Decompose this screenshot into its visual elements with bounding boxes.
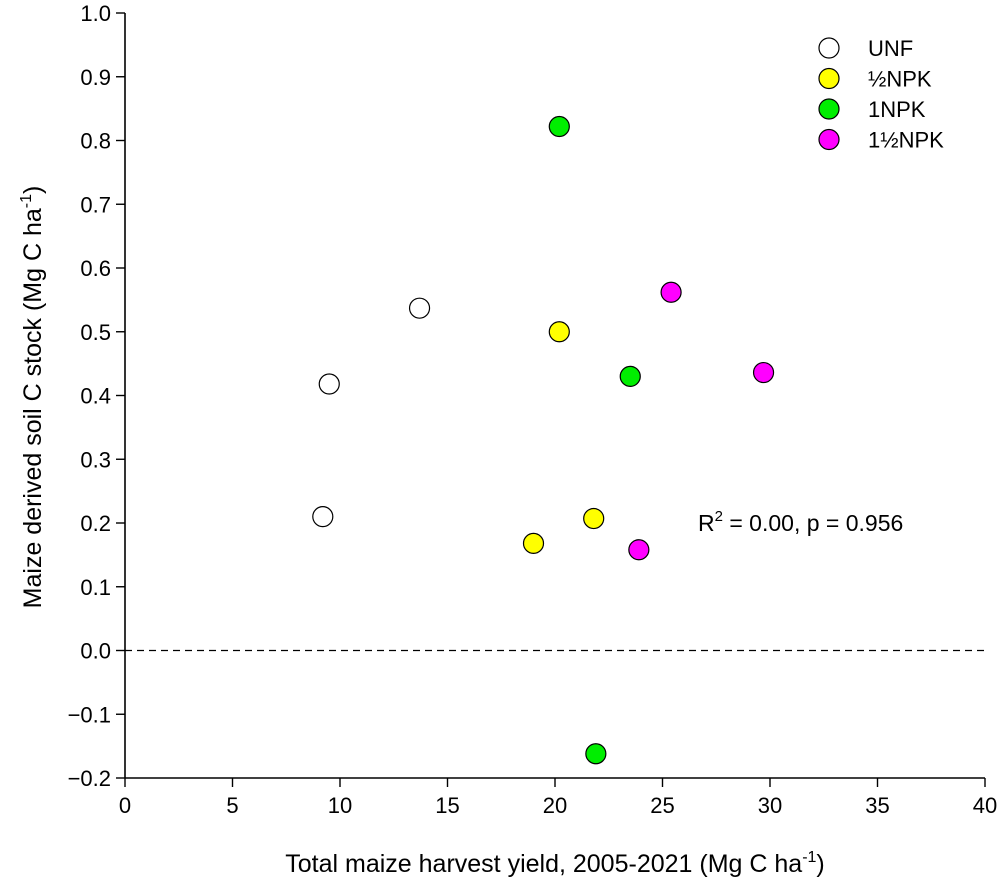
legend-label: UNF	[868, 36, 913, 61]
data-point	[752, 361, 775, 384]
legend-label: 1NPK	[868, 97, 926, 122]
y-axis-title: Maize derived soil C stock (Mg C ha-1)	[18, 186, 47, 609]
x-tick-label: 40	[973, 793, 997, 818]
data-points	[312, 115, 775, 765]
data-point	[583, 507, 605, 530]
legend-label: ½NPK	[868, 67, 932, 92]
annotation-suffix: = 0.00, p = 0.956	[723, 510, 903, 536]
y-axis-title-main: Maize derived soil C stock (Mg C ha	[19, 208, 47, 608]
y-axis-title-sup: -1	[18, 194, 35, 208]
x-tick-label: 30	[758, 793, 782, 818]
annotation-sup: 2	[715, 508, 723, 525]
data-point	[318, 373, 340, 395]
y-tick-label: 0.1	[80, 575, 111, 600]
data-point	[312, 506, 334, 528]
annotation-prefix: R	[698, 510, 715, 536]
x-axis-title-sup: -1	[802, 849, 816, 866]
y-tick-label: 0.6	[80, 256, 111, 281]
x-axis-title: Total maize harvest yield, 2005-2021 (Mg…	[285, 849, 825, 878]
legend-marker	[818, 128, 840, 151]
legend: UNF ½NPK 1NPK 1½NPK	[818, 36, 944, 153]
y-tick-label: 0.2	[80, 511, 111, 536]
x-axis-title-end: )	[816, 850, 824, 878]
x-tick-label: 35	[865, 793, 889, 818]
x-tick-label: 0	[119, 793, 131, 818]
x-axis-title-main: Total maize harvest yield, 2005-2021 (Mg…	[285, 850, 802, 878]
stats-annotation: R2 = 0.00, p = 0.956	[698, 508, 903, 536]
data-point	[619, 365, 641, 387]
data-point	[660, 281, 682, 303]
x-tick-label: 25	[650, 793, 674, 818]
y-tick-label: 0.5	[80, 320, 111, 345]
y-tick-label: 0.8	[80, 129, 111, 154]
legend-label: 1½NPK	[868, 128, 944, 153]
y-tick-label: 0.9	[80, 65, 111, 90]
y-tick-label: 0.0	[80, 639, 111, 664]
y-tick-label: 1.0	[80, 1, 111, 26]
legend-marker	[818, 98, 840, 120]
x-tick-label: 10	[328, 793, 352, 818]
data-point	[628, 539, 650, 561]
y-tick-label: 0.4	[80, 384, 111, 409]
data-point	[548, 115, 570, 138]
legend-marker	[818, 37, 840, 59]
y-tick-label: −0.2	[68, 766, 111, 791]
legend-marker	[818, 67, 840, 90]
y-axis-title-end: )	[19, 186, 47, 194]
x-tick-label: 5	[226, 793, 238, 818]
data-point	[522, 532, 545, 555]
axes: −0.2 −0.1 0.0 0.1 0.2 0.3 0.4 0.5 0.6 0.7 0.8 0.9 1.…	[68, 1, 998, 818]
data-point	[585, 743, 607, 765]
data-point	[548, 321, 570, 343]
x-tick-label: 20	[543, 793, 567, 818]
data-point	[408, 297, 431, 319]
y-tick-label: 0.3	[80, 447, 111, 472]
y-tick-label: −0.1	[68, 702, 111, 727]
x-tick-label: 15	[435, 793, 459, 818]
y-tick-label: 0.7	[80, 192, 111, 217]
